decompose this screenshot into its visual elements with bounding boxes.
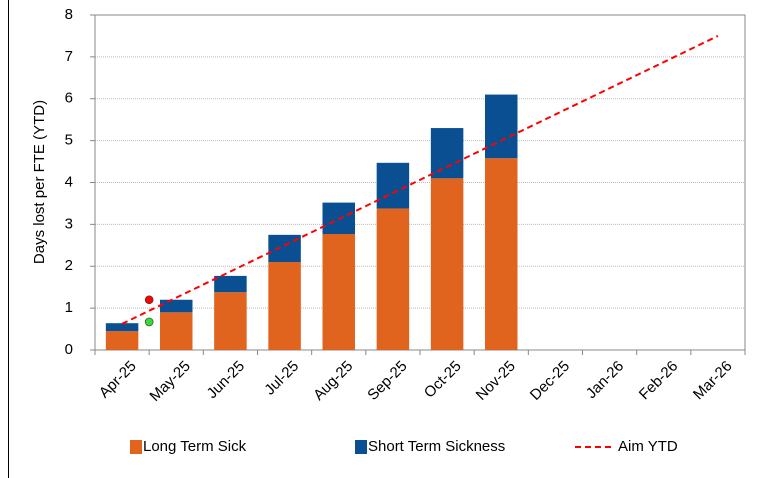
x-tick-label: Jun-25 xyxy=(204,358,248,402)
marker-point xyxy=(144,317,154,327)
bar-segment xyxy=(268,262,301,350)
y-tick-label: 7 xyxy=(65,48,73,65)
y-tick-label: 5 xyxy=(65,132,73,149)
legend-swatch xyxy=(130,440,142,454)
x-tick-label: Jul-25 xyxy=(261,358,302,399)
x-tick-label: Apr-25 xyxy=(96,358,140,402)
y-tick-label: 2 xyxy=(65,257,73,274)
x-tick-label: Nov-25 xyxy=(473,358,519,404)
legend-label: Short Term Sickness xyxy=(368,438,505,455)
bar-segment xyxy=(160,299,193,313)
x-tick-label: Dec-25 xyxy=(527,358,573,404)
bar-segment xyxy=(105,331,139,350)
bar-segment xyxy=(430,128,464,179)
bar-segment xyxy=(214,292,247,350)
bar-segment xyxy=(376,162,410,209)
bar-segment xyxy=(485,94,518,159)
bar-segment xyxy=(160,312,193,350)
x-tick-label: Sep-25 xyxy=(364,358,410,404)
bar-segment xyxy=(214,275,247,293)
x-tick-label: Oct-25 xyxy=(421,358,465,402)
marker-point xyxy=(144,295,154,305)
bar-segment xyxy=(485,158,518,350)
y-tick-label: 8 xyxy=(65,6,73,23)
y-tick-label: 4 xyxy=(65,173,73,190)
legend-swatch xyxy=(355,440,367,454)
legend-label: Aim YTD xyxy=(618,438,678,455)
bar-segment xyxy=(376,208,410,350)
x-tick-label: Mar-26 xyxy=(690,358,736,404)
bar-segment xyxy=(322,234,355,350)
y-tick-label: 3 xyxy=(65,215,73,232)
bar-segment xyxy=(430,178,464,350)
aim-line xyxy=(121,35,719,325)
x-tick-label: Jan-26 xyxy=(583,358,627,402)
y-tick-label: 0 xyxy=(65,341,73,358)
bar-segment xyxy=(105,323,139,332)
y-tick-label: 1 xyxy=(65,299,73,316)
y-tick-label: 6 xyxy=(65,90,73,107)
x-tick-label: Feb-26 xyxy=(636,358,682,404)
x-tick-label: Aug-25 xyxy=(310,358,356,404)
x-tick-label: May-25 xyxy=(146,358,193,405)
legend-label: Long Term Sick xyxy=(143,438,247,455)
y-axis-label: Days lost per FTE (YTD) xyxy=(31,100,48,264)
